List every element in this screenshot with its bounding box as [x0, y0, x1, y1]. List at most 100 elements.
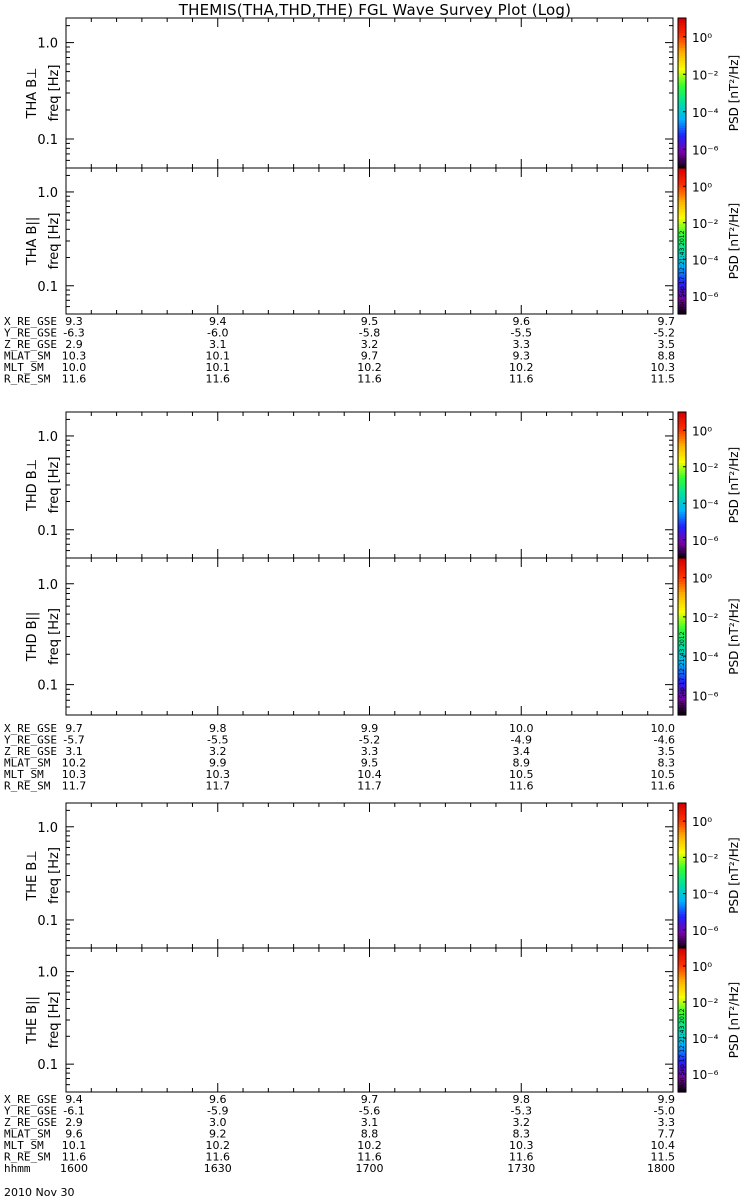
- colorbar-frame: [677, 167, 687, 315]
- colorbar-cell: [678, 153, 686, 157]
- colorbar-cell: [678, 113, 686, 117]
- colorbar-cell: [678, 265, 686, 269]
- colorbar-cell: [678, 194, 686, 198]
- colorbar-cell: [678, 272, 686, 276]
- colorbar-tick-label: 10⁰: [692, 31, 712, 45]
- colorbar-cell: [678, 70, 686, 74]
- colorbar-cell: [678, 170, 686, 174]
- colorbar-cell: [678, 287, 686, 291]
- colorbar-cell: [678, 95, 686, 99]
- colorbar-cell: [678, 223, 686, 227]
- colorbar-cell: [678, 250, 686, 254]
- colorbar-cell: [678, 38, 686, 42]
- colorbar-cell: [678, 180, 686, 184]
- colorbar-cell: [678, 206, 686, 210]
- colorbar-cell: [678, 233, 686, 237]
- colorbar-cell: [678, 68, 686, 72]
- colorbar-tick-label: 10⁻⁴: [692, 106, 719, 120]
- colorbar-cell: [678, 20, 686, 24]
- colorbar-cell: [678, 236, 686, 240]
- colorbar-cell: [678, 60, 686, 64]
- colorbar-cell: [678, 216, 686, 220]
- colorbar-cell: [678, 28, 686, 32]
- colorbar-cell: [678, 88, 686, 92]
- colorbar-cell: [678, 189, 686, 193]
- colorbar-tick-label: 10⁻²: [692, 68, 719, 82]
- chart-title: THEMIS(THA,THD,THE) FGL Wave Survey Plot…: [178, 1, 572, 19]
- colorbar-cell: [678, 150, 686, 154]
- colorbar-cell: [678, 177, 686, 181]
- colorbar-cell: [678, 90, 686, 94]
- colorbar-cell: [678, 125, 686, 129]
- colorbar-cell: [678, 304, 686, 308]
- colorbar-tick-label: 10⁻⁴: [692, 253, 719, 267]
- colorbar-cell: [678, 248, 686, 252]
- colorbar-cell: [678, 187, 686, 191]
- colorbar-cell: [678, 204, 686, 208]
- y-tick-label: 0.1: [37, 133, 58, 148]
- colorbar-cell: [678, 192, 686, 196]
- colorbar-cell: [678, 100, 686, 104]
- colorbar-cell: [678, 158, 686, 162]
- colorbar-cell: [678, 294, 686, 298]
- panel-frame: [65, 17, 674, 169]
- spectrogram-panel-2: [65, 167, 687, 315]
- colorbar-cell: [678, 118, 686, 122]
- colorbar-cell: [678, 214, 686, 218]
- colorbar-cell: [678, 219, 686, 223]
- colorbar-cell: [678, 279, 686, 283]
- colorbar-tick-label: 10⁰: [692, 180, 712, 194]
- colorbar-cell: [678, 73, 686, 77]
- colorbar-cell: [678, 209, 686, 213]
- colorbar-cell: [678, 18, 686, 22]
- colorbar-cell: [678, 243, 686, 247]
- colorbar-cell: [678, 231, 686, 235]
- colorbar-cell: [678, 160, 686, 164]
- colorbar-cell: [678, 241, 686, 245]
- colorbar-cell: [678, 130, 686, 134]
- colorbar-cell: [678, 48, 686, 52]
- colorbar-cell: [678, 30, 686, 34]
- colorbar-cell: [678, 238, 686, 242]
- colorbar-cell: [678, 83, 686, 87]
- colorbar-cell: [678, 199, 686, 203]
- y-tick-label: 1.0: [37, 37, 58, 52]
- colorbar-cell: [678, 35, 686, 39]
- colorbar-cell: [678, 253, 686, 257]
- colorbar-cell: [678, 53, 686, 57]
- colorbar-cell: [678, 262, 686, 266]
- colorbar-cell: [678, 182, 686, 186]
- colorbar-cell: [678, 50, 686, 54]
- colorbar-cell: [678, 289, 686, 293]
- colorbar-cell: [678, 228, 686, 232]
- colorbar-cell: [678, 301, 686, 305]
- colorbar-cell: [678, 123, 686, 127]
- colorbar-cell: [678, 63, 686, 67]
- panel-label: THA B⊥: [25, 68, 40, 120]
- colorbar-cell: [678, 260, 686, 264]
- colorbar-cell: [678, 145, 686, 149]
- spectrogram-panel-3: [65, 411, 687, 559]
- colorbar-cell: [678, 65, 686, 69]
- colorbar-cell: [678, 309, 686, 313]
- colorbar-cell: [678, 85, 686, 89]
- colorbar-cell: [678, 299, 686, 303]
- colorbar-cell: [678, 292, 686, 296]
- colorbar-cell: [678, 120, 686, 124]
- colorbar-cell: [678, 258, 686, 262]
- colorbar-cell: [678, 275, 686, 279]
- colorbar-label: PSD [nT²/Hz]: [727, 55, 741, 131]
- colorbar-cell: [678, 175, 686, 179]
- colorbar-cell: [678, 172, 686, 176]
- colorbar-cell: [678, 221, 686, 225]
- panel-label: THA B||: [25, 217, 40, 266]
- colorbar-cell: [678, 277, 686, 281]
- colorbar-cell: [678, 255, 686, 259]
- y-axis-label: freq [Hz]: [47, 65, 62, 122]
- colorbar-cell: [678, 58, 686, 62]
- colorbar-cell: [678, 105, 686, 109]
- colorbar-cell: [678, 108, 686, 112]
- colorbar-cell: [678, 80, 686, 84]
- colorbar-cell: [678, 155, 686, 159]
